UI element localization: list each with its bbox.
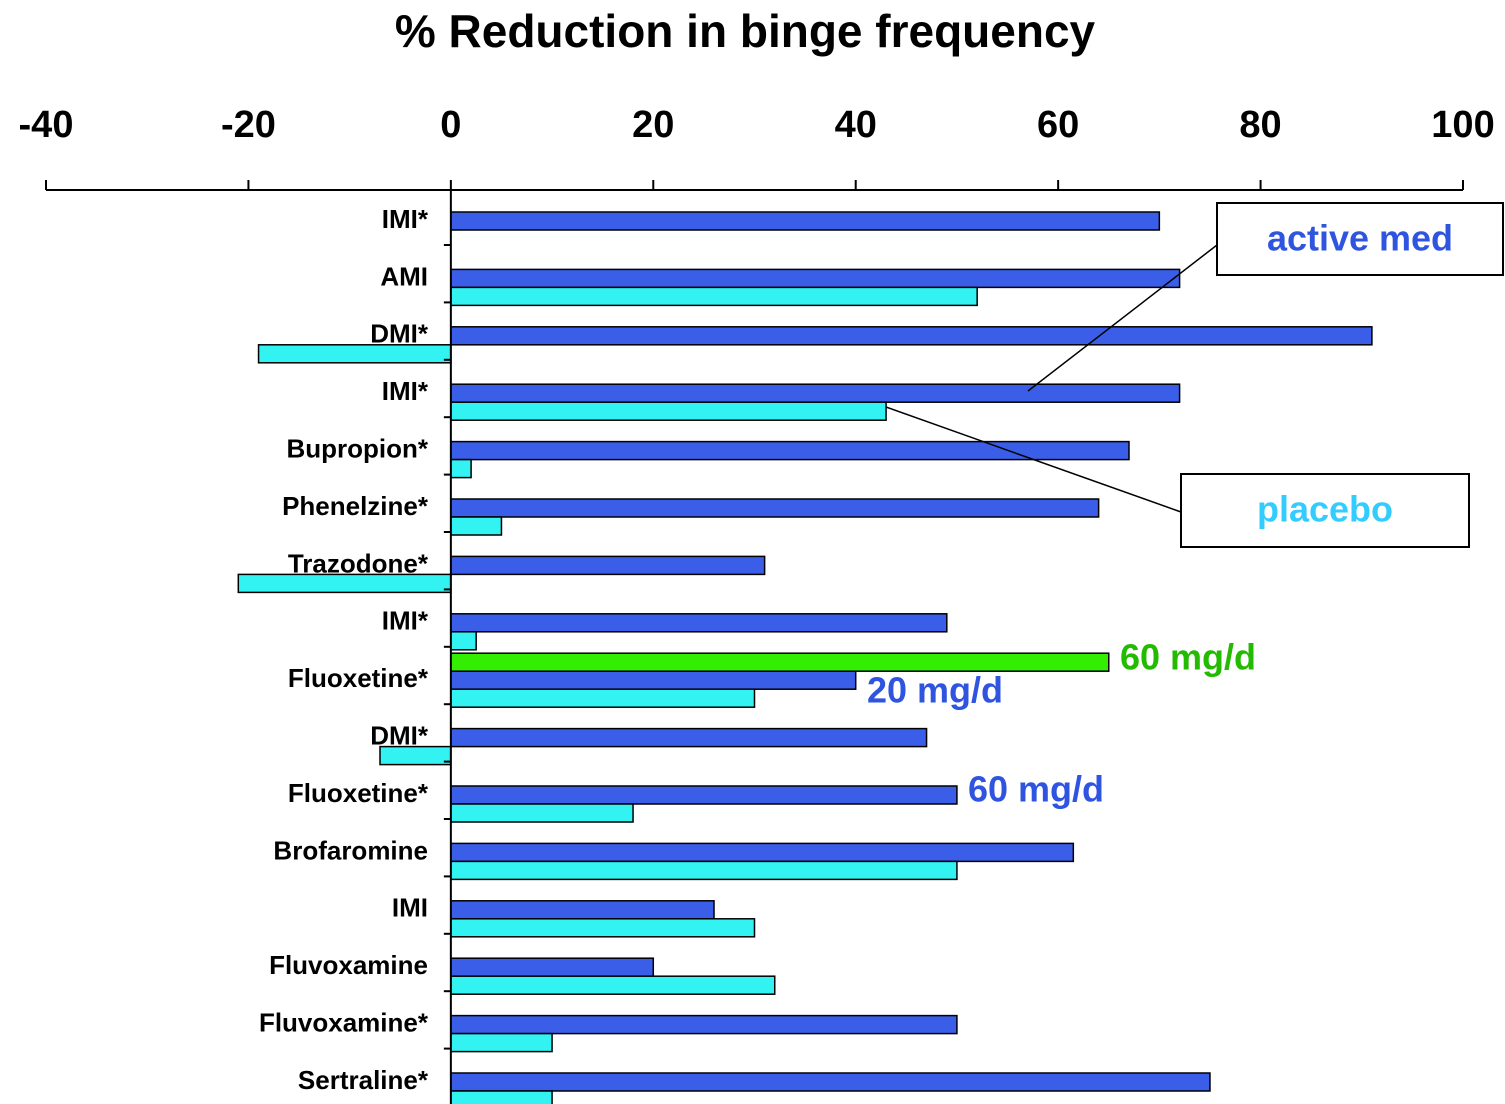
bar	[450, 900, 715, 920]
bar	[450, 860, 958, 881]
bar	[450, 516, 503, 536]
bar	[450, 631, 477, 651]
legend-label: placebo	[1257, 489, 1393, 530]
bar	[450, 842, 1075, 863]
x-tick-label: 0	[440, 104, 461, 146]
bar	[450, 1014, 958, 1035]
y-tick-label: AMI	[380, 261, 428, 291]
legend-box	[1216, 202, 1504, 276]
y-tick-label: Fluvoxamine*	[259, 1007, 429, 1037]
bar	[450, 803, 634, 823]
bar	[450, 498, 1100, 518]
bar	[450, 555, 766, 576]
bar	[450, 1072, 1211, 1092]
bar	[450, 268, 1181, 289]
y-tick-label: Fluoxetine*	[288, 663, 429, 693]
y-tick-label: Fluoxetine*	[288, 778, 429, 808]
bar	[450, 785, 958, 805]
bar	[450, 727, 928, 748]
legend-label: active med	[1267, 218, 1453, 259]
bar	[450, 688, 756, 708]
callout-line	[1027, 244, 1218, 392]
y-tick-label: IMI*	[382, 376, 429, 406]
legend-box	[1180, 473, 1470, 548]
y-tick-label: Brofaromine	[273, 835, 428, 865]
annotation: 20 mg/d	[867, 670, 1003, 711]
bar	[450, 957, 655, 977]
x-tick-label: -40	[19, 104, 74, 146]
x-tick-label: 80	[1239, 104, 1281, 146]
x-tick-label: 40	[835, 104, 877, 146]
bar	[450, 211, 1161, 231]
legend-label: 60 mg/d	[1120, 637, 1256, 678]
y-tick-label: IMI*	[382, 204, 429, 234]
bar	[450, 1032, 553, 1053]
y-tick-label: Fluvoxamine	[269, 950, 428, 980]
callout-line	[885, 406, 1182, 513]
annotation: 60 mg/d	[968, 769, 1104, 810]
chart-title: % Reduction in binge frequency	[395, 5, 1096, 57]
x-tick-label: -20	[221, 104, 276, 146]
y-tick-label: IMI*	[382, 606, 429, 636]
bar	[450, 401, 887, 421]
y-tick-label: Trazodone*	[288, 548, 429, 578]
bar	[450, 652, 1110, 672]
bar	[450, 458, 472, 479]
y-tick-label: Bupropion*	[286, 433, 428, 463]
x-tick-label: 60	[1037, 104, 1079, 146]
y-tick-label: DMI*	[370, 720, 429, 750]
x-tick-label: 20	[632, 104, 674, 146]
x-tick-label: 100	[1431, 104, 1494, 146]
bar	[450, 918, 756, 938]
bar	[450, 613, 948, 633]
bar	[450, 383, 1181, 403]
bar	[450, 286, 978, 307]
y-tick-label: IMI	[392, 893, 428, 923]
y-tick-label: DMI*	[370, 319, 429, 349]
y-tick-label: Sertraline*	[298, 1065, 429, 1095]
bar	[450, 1090, 553, 1104]
bar	[450, 975, 776, 995]
bar	[450, 326, 1373, 346]
y-tick-label: Phenelzine*	[282, 491, 429, 521]
bar	[450, 670, 857, 690]
